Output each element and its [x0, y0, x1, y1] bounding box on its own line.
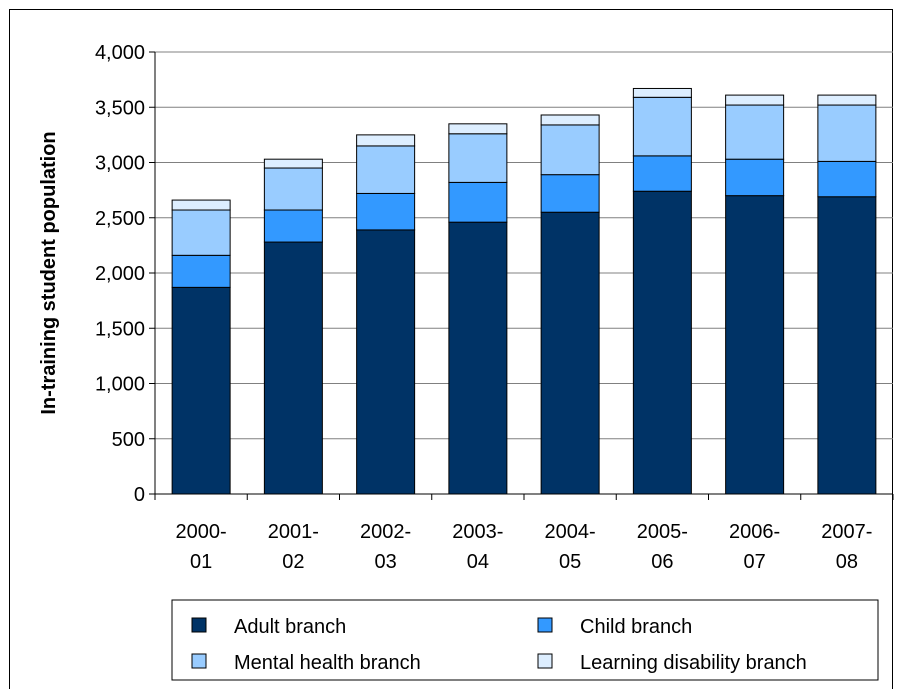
bar-segment	[448, 133, 508, 183]
bar-segment	[263, 241, 323, 495]
y-tick-label: 4,000	[95, 42, 145, 64]
y-tick-label: 500	[112, 429, 145, 451]
y-tick-label: 2,000	[95, 263, 145, 285]
x-tick-label: 05	[559, 551, 581, 573]
bar-segment	[725, 104, 785, 160]
y-tick-label: 3,500	[95, 97, 145, 119]
x-tick-label: 2002-	[360, 521, 411, 543]
bar-segment	[448, 221, 508, 495]
y-tick-label: 1,500	[95, 318, 145, 340]
bar-segment	[171, 199, 231, 211]
bar-segment	[632, 155, 692, 192]
x-tick-label: 04	[467, 551, 489, 573]
bar-segment	[725, 195, 785, 495]
y-tick-label: 0	[134, 484, 145, 506]
bar-segment	[725, 94, 785, 106]
bar-segment	[263, 209, 323, 243]
bar-segment	[725, 158, 785, 197]
x-tick-label: 2000-	[176, 521, 227, 543]
bar-segment	[448, 181, 508, 223]
x-tick-label: 07	[744, 551, 766, 573]
bar-segment	[171, 286, 231, 495]
x-tick-label: 02	[282, 551, 304, 573]
x-tick-labels: 2000- 01 2001- 02 2002- 03 2003- 04 2004- 05 2005-…	[176, 521, 873, 573]
bar-segment	[263, 167, 323, 211]
x-tick-label: 2006-	[729, 521, 780, 543]
legend-swatch	[537, 617, 553, 633]
x-tick-label: 03	[375, 551, 397, 573]
bar-segment	[540, 211, 600, 495]
x-tick-label: 2007-	[821, 521, 872, 543]
legend-swatch	[537, 653, 553, 669]
bars	[171, 87, 877, 495]
bar-segment	[448, 123, 508, 135]
legend-swatch	[191, 653, 207, 669]
x-tick-label: 06	[651, 551, 673, 573]
bar-segment	[356, 134, 416, 147]
bar-segment	[171, 209, 231, 256]
bar-segment	[356, 192, 416, 231]
legend-box	[171, 599, 879, 681]
chart-frame	[9, 9, 893, 689]
bar-segment	[817, 196, 877, 495]
legend-label: Adult branch	[234, 616, 346, 638]
bar-segment	[263, 158, 323, 169]
y-axis-label: In-training student population	[38, 131, 60, 414]
y-tick-labels: 0 500 1,000 1,500 2,000 2,500 3,000 3,500 4,000	[95, 42, 145, 506]
x-tick-label: 2005-	[637, 521, 688, 543]
bar-segment	[817, 104, 877, 162]
x-tick-label: 2004-	[545, 521, 596, 543]
bar-segment	[632, 96, 692, 157]
legend-label: Child branch	[580, 616, 692, 638]
bar-segment	[171, 254, 231, 288]
bar-segment	[817, 94, 877, 106]
bar-segment	[356, 145, 416, 194]
bar-segment	[540, 114, 600, 126]
bar-segment	[632, 190, 692, 495]
y-tick-label: 1,000	[95, 374, 145, 396]
y-tick-label: 3,000	[95, 153, 145, 175]
legend-swatch	[191, 617, 207, 633]
legend-label: Mental health branch	[234, 652, 421, 674]
axes	[149, 51, 894, 500]
x-tick-label: 2001-	[268, 521, 319, 543]
x-tick-label: 01	[190, 551, 212, 573]
bar-segment	[356, 229, 416, 495]
x-tick-label: 2003-	[452, 521, 503, 543]
legend-label: Learning disability branch	[580, 652, 807, 674]
legend: Adult branch Child branch Mental health br…	[171, 599, 879, 681]
bar-segment	[540, 124, 600, 176]
bar-segment	[817, 160, 877, 198]
y-tick-label: 2,500	[95, 208, 145, 230]
bar-segment	[540, 174, 600, 213]
bar-segment	[632, 87, 692, 98]
x-tick-label: 08	[836, 551, 858, 573]
